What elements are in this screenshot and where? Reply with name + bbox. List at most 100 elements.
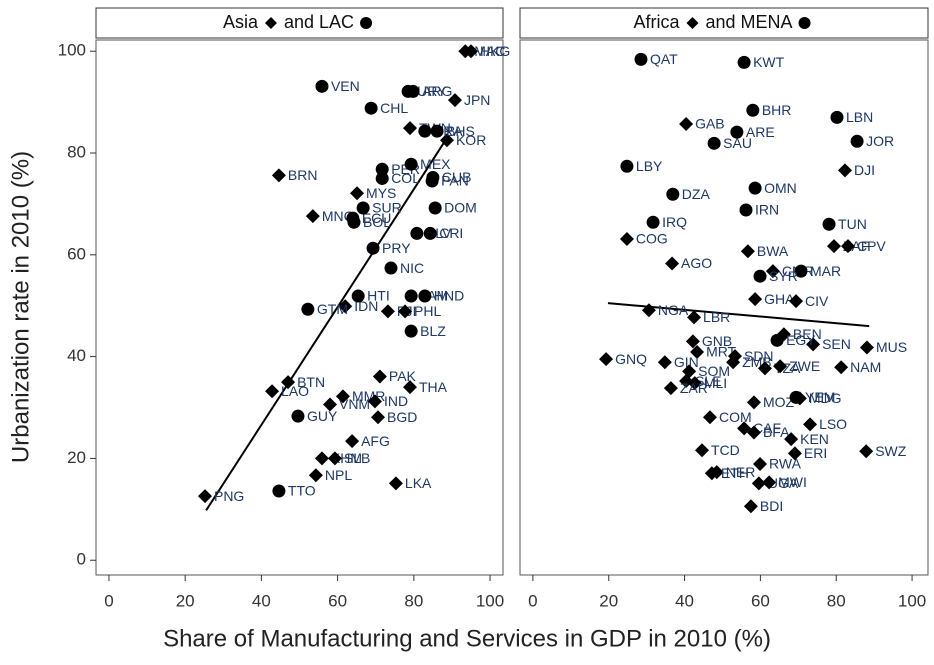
header-diamond: [686, 17, 699, 29]
y-tick-label: 20: [67, 448, 86, 467]
point-diamond: [743, 499, 758, 514]
point-label: MAC: [474, 43, 505, 59]
point-diamond: [726, 355, 741, 370]
point-label: SEN: [822, 336, 851, 352]
point-label: PAK: [389, 368, 417, 384]
point-circle: [430, 124, 444, 138]
point-circle: [739, 203, 753, 217]
y-tick-label: 80: [67, 142, 86, 161]
point-label: ETH: [721, 465, 749, 481]
point-label: MDG: [809, 390, 842, 406]
point-diamond: [773, 359, 788, 374]
point-diamond: [403, 121, 418, 136]
point-label: PNG: [214, 488, 244, 504]
point-diamond: [765, 264, 780, 279]
point-diamond: [371, 410, 386, 425]
point-circle: [364, 101, 378, 115]
point-diamond: [859, 444, 874, 459]
panel-header: [95, 7, 504, 39]
point-label: LKA: [405, 475, 432, 491]
point-label: PHL: [414, 303, 441, 319]
point-diamond: [740, 244, 755, 259]
point-circle: [746, 103, 760, 117]
point-label: MAR: [810, 263, 841, 279]
panel-frame: [519, 39, 929, 576]
header-label: Africa: [633, 12, 680, 32]
header-label: Asia: [223, 12, 259, 32]
point-circle: [418, 124, 432, 138]
point-label: BWA: [757, 243, 789, 259]
point-circle: [406, 84, 420, 98]
point-circle: [301, 302, 315, 316]
fit-line: [205, 135, 449, 511]
point-diamond: [834, 360, 849, 375]
x-tick-label: 40: [675, 591, 694, 610]
x-tick-label: 20: [599, 591, 618, 610]
point-circle: [850, 134, 864, 148]
point-label: LBY: [636, 158, 663, 174]
point-label: SOM: [698, 363, 730, 379]
point-label: GNB: [702, 333, 732, 349]
point-label: MNG: [322, 208, 355, 224]
point-diamond: [687, 376, 702, 391]
point-diamond: [704, 466, 719, 481]
point-circle: [375, 171, 389, 185]
point-label: OMN: [764, 180, 797, 196]
point-diamond: [271, 168, 286, 183]
point-label: ZWE: [789, 358, 820, 374]
header-label: and LAC: [284, 12, 354, 32]
point-diamond: [685, 334, 700, 349]
point-label: TCD: [711, 442, 740, 458]
point-diamond: [746, 395, 761, 410]
point-label: MOZ: [763, 394, 795, 410]
x-tick-label: 20: [176, 591, 195, 610]
point-diamond: [657, 355, 672, 370]
point-label: COG: [636, 231, 668, 247]
point-label: CRI: [439, 225, 463, 241]
point-label: URY: [417, 83, 447, 99]
point-label: SLB: [344, 450, 370, 466]
point-diamond: [447, 93, 462, 108]
x-tick-label: 80: [404, 591, 423, 610]
point-label: AGO: [681, 255, 712, 271]
point-diamond: [784, 432, 799, 447]
point-circle: [753, 269, 767, 283]
point-label: SUR: [372, 200, 402, 216]
point-label: BEN: [793, 326, 822, 342]
point-diamond: [403, 380, 418, 395]
point-circle: [748, 181, 762, 195]
point-label: CIV: [805, 293, 829, 309]
point-label: BFA: [763, 424, 790, 440]
point-diamond: [695, 443, 710, 458]
x-tick-label: 100: [476, 591, 504, 610]
point-label: BDI: [760, 498, 783, 514]
point-circle: [634, 52, 648, 66]
point-label: SAU: [723, 135, 752, 151]
point-label: ARE: [746, 124, 775, 140]
point-diamond: [380, 304, 395, 319]
point-label: KWT: [753, 54, 785, 70]
point-label: UGA: [768, 475, 799, 491]
point-label: MLI: [704, 375, 727, 391]
point-circle: [830, 110, 844, 124]
point-circle: [404, 289, 418, 303]
point-label: LBN: [846, 109, 873, 125]
point-label: MUS: [876, 339, 907, 355]
point-circle: [789, 390, 803, 404]
point-circle: [272, 484, 286, 498]
point-label: BTN: [297, 374, 325, 390]
point-label: CUB: [442, 169, 472, 185]
point-label: CHL: [380, 100, 408, 116]
point-diamond: [787, 446, 802, 461]
x-tick-label: 60: [328, 591, 347, 610]
header-circle: [360, 17, 373, 29]
x-tick-label: 40: [252, 591, 271, 610]
point-circle: [410, 226, 424, 240]
point-label: NER: [726, 464, 756, 480]
point-diamond: [859, 340, 874, 355]
point-label: GHA: [764, 291, 795, 307]
point-diamond: [335, 389, 350, 404]
point-circle: [404, 324, 418, 338]
point-circle: [418, 289, 432, 303]
point-label: GIN: [674, 354, 699, 370]
